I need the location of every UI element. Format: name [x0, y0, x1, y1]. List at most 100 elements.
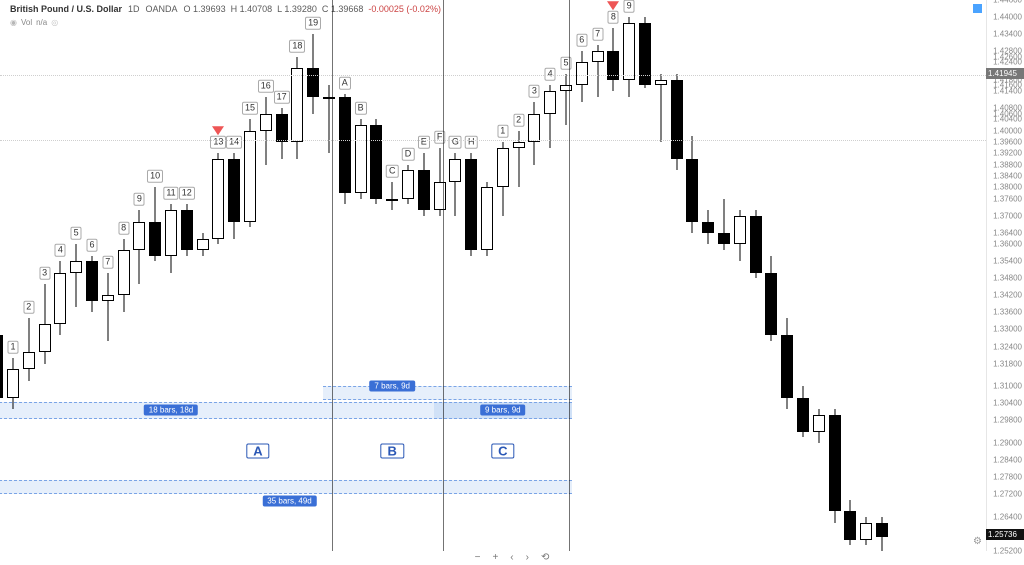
candle[interactable]: [323, 85, 335, 153]
zoom-out-button[interactable]: −: [475, 552, 481, 563]
candle[interactable]: [813, 409, 825, 443]
candle[interactable]: [0, 329, 3, 426]
candle[interactable]: [386, 182, 398, 210]
price-tick: 1.41400: [993, 86, 1022, 95]
price-tick: 1.31000: [993, 382, 1022, 391]
vertical-line[interactable]: [332, 0, 333, 551]
candle[interactable]: [576, 51, 588, 102]
candle[interactable]: [686, 136, 698, 233]
candle[interactable]: [844, 500, 856, 545]
price-axis[interactable]: 1.446001.440001.434001.428001.426001.424…: [986, 0, 1024, 551]
candle[interactable]: [212, 153, 224, 244]
candle[interactable]: [607, 28, 619, 90]
zoom-in-button[interactable]: +: [492, 552, 498, 563]
selection-handle[interactable]: [973, 4, 982, 13]
bar-count-label: 6: [576, 34, 587, 47]
wave-label[interactable]: C: [491, 444, 514, 459]
candle[interactable]: [23, 318, 35, 380]
candle[interactable]: [70, 244, 82, 306]
price-line: [0, 140, 986, 141]
vertical-line[interactable]: [443, 0, 444, 551]
price-tick: 1.40400: [993, 115, 1022, 124]
candle[interactable]: [7, 358, 19, 409]
price-badge: 1.41945: [986, 68, 1024, 79]
scroll-left-button[interactable]: ‹: [510, 552, 513, 563]
candle[interactable]: [276, 108, 288, 159]
candle[interactable]: [54, 261, 66, 335]
candle[interactable]: [671, 74, 683, 171]
chart-plot-area[interactable]: 18 bars, 18d7 bars, 9d9 bars, 9d35 bars,…: [0, 0, 986, 551]
candle[interactable]: [149, 187, 161, 261]
candle[interactable]: [639, 17, 651, 88]
settings-icon[interactable]: ⚙: [973, 536, 982, 547]
candle[interactable]: [260, 97, 272, 165]
price-tick: 1.36400: [993, 228, 1022, 237]
candle[interactable]: [355, 119, 367, 199]
price-tick: 1.26400: [993, 512, 1022, 521]
candle[interactable]: [528, 102, 540, 164]
candle[interactable]: [781, 318, 793, 409]
bar-count-label: 19: [305, 17, 321, 30]
candle[interactable]: [544, 85, 556, 147]
candle[interactable]: [133, 210, 145, 284]
candle[interactable]: [197, 233, 209, 256]
bar-count-label: 16: [258, 79, 274, 92]
candle[interactable]: [402, 165, 414, 205]
candle[interactable]: [449, 153, 461, 215]
candle[interactable]: [118, 239, 130, 313]
bar-count-label: 14: [226, 136, 242, 149]
candle[interactable]: [39, 284, 51, 364]
candle[interactable]: [860, 517, 872, 545]
candle[interactable]: [465, 153, 477, 255]
price-tick: 1.38800: [993, 160, 1022, 169]
candle[interactable]: [829, 409, 841, 523]
candle[interactable]: [623, 17, 635, 97]
price-tick: 1.43400: [993, 30, 1022, 39]
price-tick: 1.35400: [993, 257, 1022, 266]
vertical-line[interactable]: [569, 0, 570, 551]
price-tick: 1.25200: [993, 547, 1022, 556]
price-tick: 1.38400: [993, 172, 1022, 181]
bar-count-label: 4: [55, 244, 66, 257]
candle[interactable]: [560, 74, 572, 125]
price-tick: 1.29800: [993, 416, 1022, 425]
candle[interactable]: [434, 148, 446, 216]
candle[interactable]: [702, 210, 714, 244]
price-tick: 1.40000: [993, 126, 1022, 135]
candle[interactable]: [86, 256, 98, 313]
candle[interactable]: [765, 256, 777, 341]
candle[interactable]: [244, 119, 256, 227]
candle[interactable]: [339, 94, 351, 205]
reset-button[interactable]: ⟲: [541, 552, 549, 563]
candle[interactable]: [750, 210, 762, 278]
scroll-right-button[interactable]: ›: [526, 552, 529, 563]
candle[interactable]: [102, 273, 114, 341]
candle[interactable]: [307, 34, 319, 114]
date-range-box[interactable]: [323, 386, 572, 400]
signal-triangle-icon: [212, 127, 224, 136]
wave-label[interactable]: B: [380, 444, 403, 459]
candle[interactable]: [734, 210, 746, 261]
candle[interactable]: [370, 119, 382, 204]
candle[interactable]: [418, 153, 430, 215]
price-tick: 1.28400: [993, 456, 1022, 465]
candle[interactable]: [497, 142, 509, 216]
candle[interactable]: [876, 517, 888, 551]
bar-count-label: 2: [513, 113, 524, 126]
wave-label[interactable]: A: [246, 444, 269, 459]
date-range-box[interactable]: [0, 480, 572, 494]
candle[interactable]: [165, 204, 177, 272]
candle[interactable]: [797, 386, 809, 437]
candle[interactable]: [181, 204, 193, 255]
candle[interactable]: [592, 45, 604, 96]
candle[interactable]: [228, 153, 240, 238]
candle[interactable]: [291, 57, 303, 159]
price-tick: 1.44000: [993, 13, 1022, 22]
bar-count-label: C: [386, 164, 399, 177]
candle[interactable]: [481, 182, 493, 256]
range-label: 9 bars, 9d: [480, 405, 526, 416]
bar-count-label: 2: [23, 301, 34, 314]
price-tick: 1.39200: [993, 149, 1022, 158]
candle[interactable]: [655, 74, 667, 142]
candle[interactable]: [718, 199, 730, 250]
